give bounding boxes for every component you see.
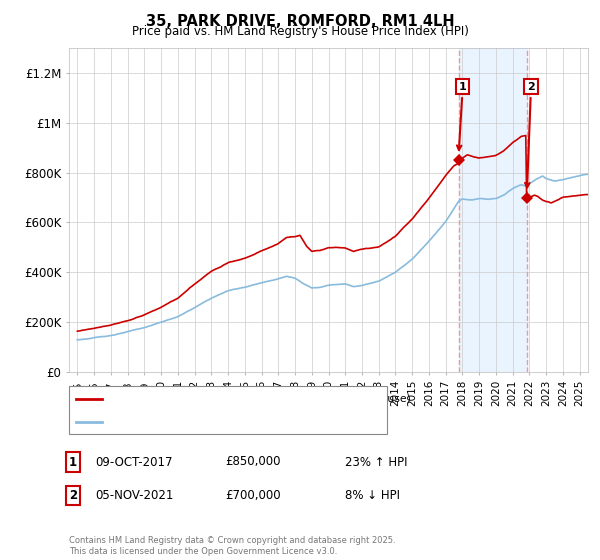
Text: 1: 1 <box>457 82 467 150</box>
Text: 35, PARK DRIVE, ROMFORD, RM1 4LH (detached house): 35, PARK DRIVE, ROMFORD, RM1 4LH (detach… <box>106 394 411 404</box>
Text: £850,000: £850,000 <box>225 455 281 469</box>
Text: 23% ↑ HPI: 23% ↑ HPI <box>345 455 407 469</box>
Text: 1: 1 <box>69 455 77 469</box>
Text: 05-NOV-2021: 05-NOV-2021 <box>95 489 173 502</box>
Text: £700,000: £700,000 <box>225 489 281 502</box>
Text: HPI: Average price, detached house, Havering: HPI: Average price, detached house, Have… <box>106 417 358 427</box>
Text: Contains HM Land Registry data © Crown copyright and database right 2025.
This d: Contains HM Land Registry data © Crown c… <box>69 536 395 556</box>
Bar <box>458 48 527 372</box>
Text: 35, PARK DRIVE, ROMFORD, RM1 4LH: 35, PARK DRIVE, ROMFORD, RM1 4LH <box>146 14 454 29</box>
Text: 2: 2 <box>69 489 77 502</box>
Text: 2: 2 <box>525 82 535 188</box>
Text: 09-OCT-2017: 09-OCT-2017 <box>95 455 172 469</box>
Text: Price paid vs. HM Land Registry's House Price Index (HPI): Price paid vs. HM Land Registry's House … <box>131 25 469 38</box>
Text: 8% ↓ HPI: 8% ↓ HPI <box>345 489 400 502</box>
